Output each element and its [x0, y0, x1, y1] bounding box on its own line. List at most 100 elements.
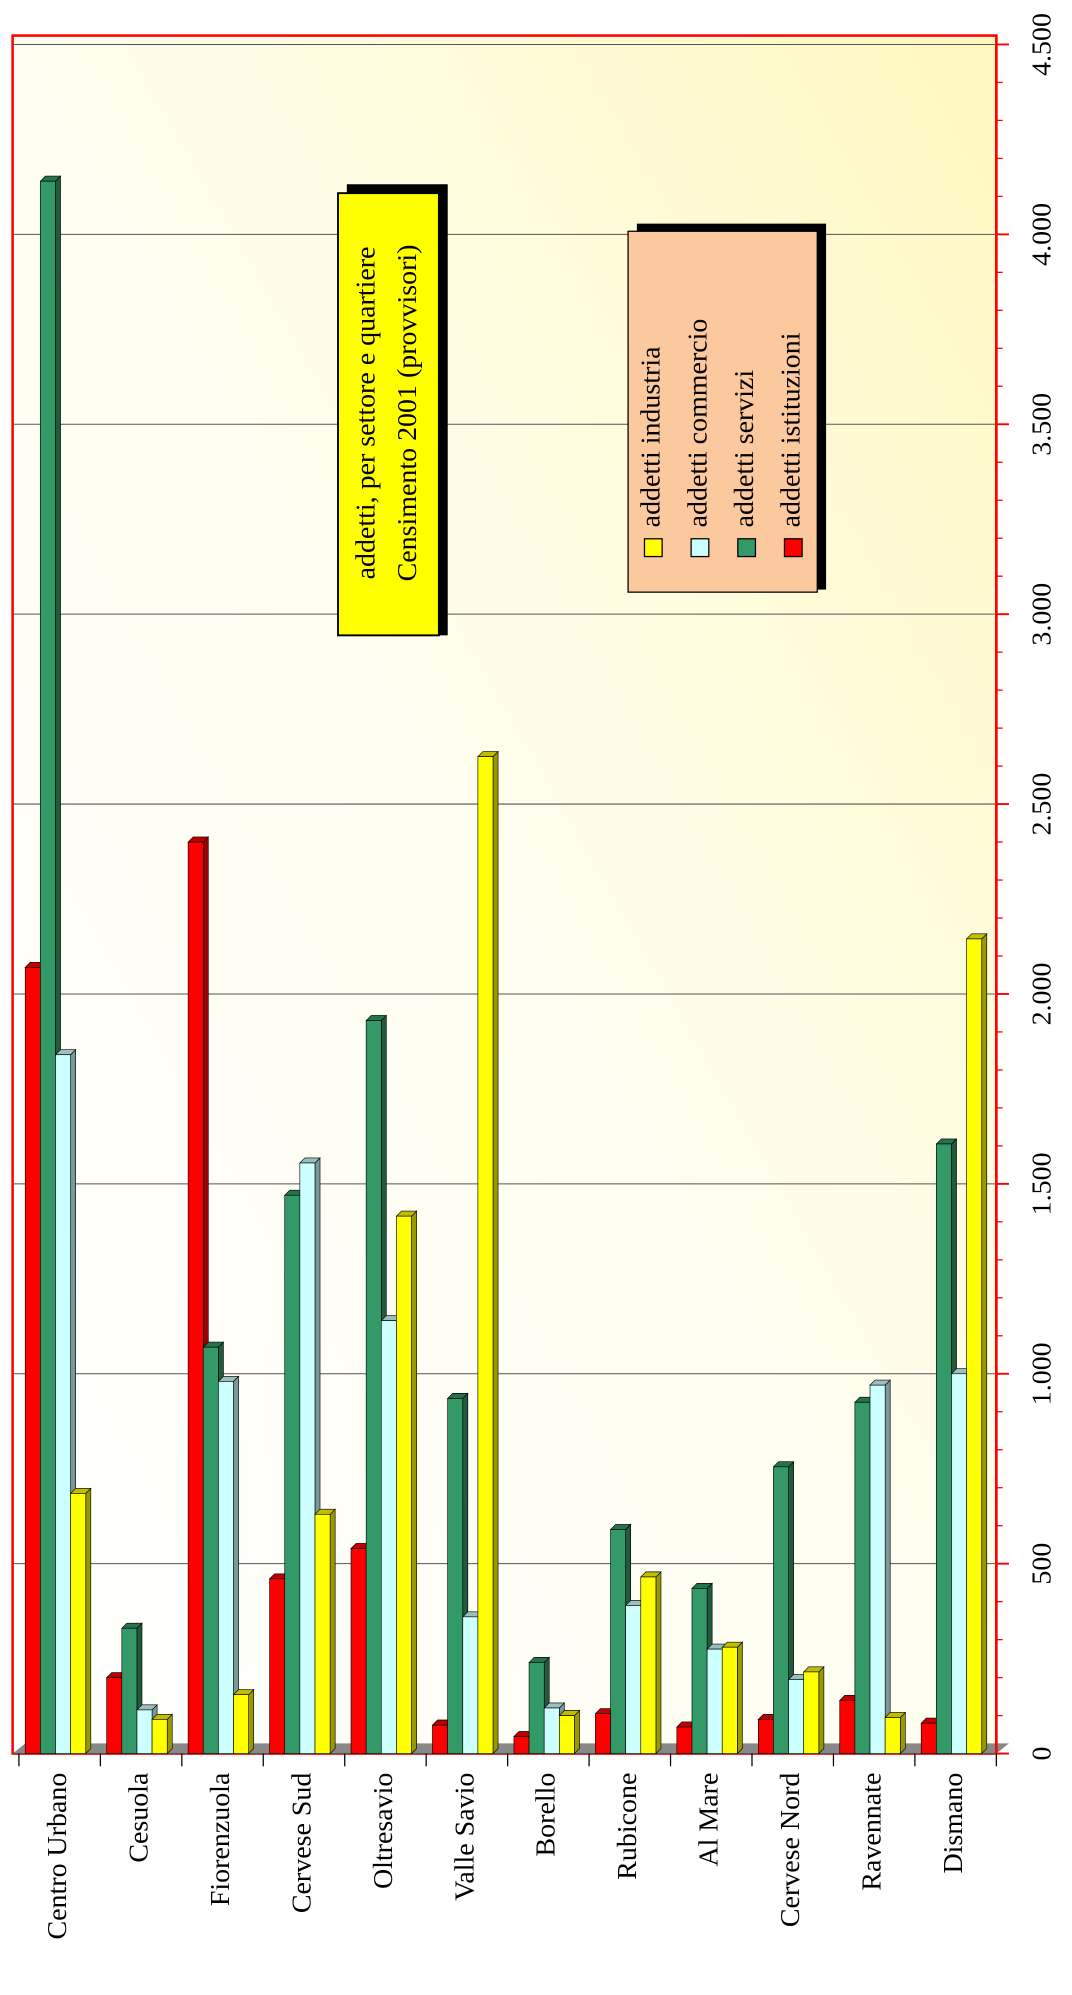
bar [757, 1719, 774, 1754]
x-tick-label: Cesuola [124, 1773, 155, 1863]
bar [187, 841, 204, 1754]
bar-side [492, 750, 499, 1755]
bar [625, 1605, 642, 1754]
bar [869, 1384, 886, 1754]
bar [640, 1576, 657, 1754]
bar [936, 1143, 952, 1754]
y-tick-label: 1.500 [1027, 1152, 1058, 1215]
x-tick-label: Fiorenzuola [205, 1773, 236, 1906]
bar [513, 1736, 530, 1754]
legend-label: addetti istituzioni [776, 332, 807, 527]
bar [477, 756, 494, 1754]
bar [284, 1194, 301, 1754]
bar [839, 1700, 856, 1754]
y-tick-label: 3.000 [1027, 583, 1058, 646]
y-tick-label: 1.000 [1027, 1342, 1058, 1405]
x-tick-label: Borello [531, 1773, 562, 1857]
bar [106, 1677, 123, 1754]
bar [40, 180, 56, 1754]
y-tick-label: 3.500 [1027, 393, 1058, 456]
bar [121, 1627, 138, 1754]
y-tick-label: 4.000 [1027, 203, 1058, 266]
bar [559, 1715, 575, 1754]
bar-side [899, 1711, 906, 1755]
chart-subtitle: Censimento 2001 (provvisori) [392, 245, 423, 582]
bar [706, 1648, 723, 1754]
bar [365, 1020, 382, 1754]
bar [24, 967, 41, 1754]
x-tick-label: Centro Urbano [42, 1773, 73, 1940]
bar-side [655, 1571, 662, 1755]
legend-swatch [643, 538, 663, 558]
bar [447, 1398, 464, 1754]
bar [543, 1707, 560, 1754]
bar [884, 1717, 901, 1754]
bar [218, 1381, 234, 1754]
y-tick-label: 2.000 [1027, 963, 1058, 1026]
y-tick-label: 0 [1027, 1747, 1058, 1761]
bar-side [818, 1666, 825, 1755]
bar-side [574, 1709, 580, 1755]
x-tick-label: Dismano [938, 1773, 969, 1874]
bar-side [166, 1713, 173, 1755]
bar [233, 1694, 249, 1754]
bar [803, 1671, 820, 1754]
bar-side [248, 1688, 255, 1755]
bar-side [85, 1487, 92, 1755]
bar [528, 1662, 545, 1754]
bar-side [329, 1508, 336, 1755]
bar [299, 1162, 316, 1754]
bar [691, 1588, 708, 1754]
legend-swatch [737, 538, 757, 558]
bars [24, 175, 988, 1755]
bar [721, 1646, 738, 1754]
bar [788, 1679, 805, 1754]
bar-side [884, 1379, 891, 1755]
legend-label: addetti industria [636, 346, 667, 527]
x-tick-label: Valle Savio [449, 1773, 480, 1901]
bar [462, 1616, 479, 1754]
bar [55, 1054, 71, 1754]
y-tick-label: 4.500 [1027, 13, 1058, 76]
legend-label: addetti commercio [682, 319, 713, 528]
plot-root: 0 500 1.000 1.500 2.000 2.500 3.000 3.500 4.000 4… [11, 13, 1058, 1940]
y-tick-label: 500 [1027, 1543, 1058, 1585]
bar [773, 1466, 789, 1754]
bar [396, 1215, 412, 1754]
bar [269, 1578, 286, 1754]
bar [676, 1726, 693, 1754]
bar [314, 1513, 331, 1754]
chart-title: addetti, per settore e quartiere [351, 247, 382, 580]
bar [70, 1493, 87, 1754]
x-tick-label: Rubicone [612, 1773, 643, 1880]
x-tick-label: Cervese Nord [775, 1773, 806, 1928]
y-tick-label: 2.500 [1027, 773, 1058, 836]
bar [610, 1529, 626, 1754]
bar [595, 1713, 611, 1754]
bar-side [981, 933, 988, 1755]
x-tick-label: Al Mare [694, 1773, 725, 1867]
bar [350, 1548, 367, 1754]
x-tick-label: Cervese Sud [286, 1773, 317, 1914]
bar [151, 1719, 168, 1754]
bar [136, 1709, 153, 1754]
legend [627, 230, 818, 593]
grid: 0 500 1.000 1.500 2.000 2.500 3.000 3.500 4.000 4… [12, 13, 1058, 1940]
legend-swatch [690, 538, 710, 558]
bar-side [737, 1641, 743, 1755]
bar [380, 1320, 397, 1754]
bar [951, 1373, 967, 1754]
bar [854, 1401, 871, 1754]
legend-items: addetti industria addetti commercio addett… [636, 319, 807, 558]
bar [202, 1346, 219, 1754]
legend-swatch [783, 538, 803, 558]
bar [920, 1722, 937, 1754]
plot-area [11, 34, 998, 1755]
legend-label: addetti servizi [729, 370, 760, 528]
x-tick-label: Oltresavio [368, 1773, 399, 1889]
x-tick-label: Ravennate [857, 1773, 888, 1891]
bar-side [411, 1210, 417, 1755]
title-box [337, 192, 440, 637]
bar [966, 938, 983, 1754]
